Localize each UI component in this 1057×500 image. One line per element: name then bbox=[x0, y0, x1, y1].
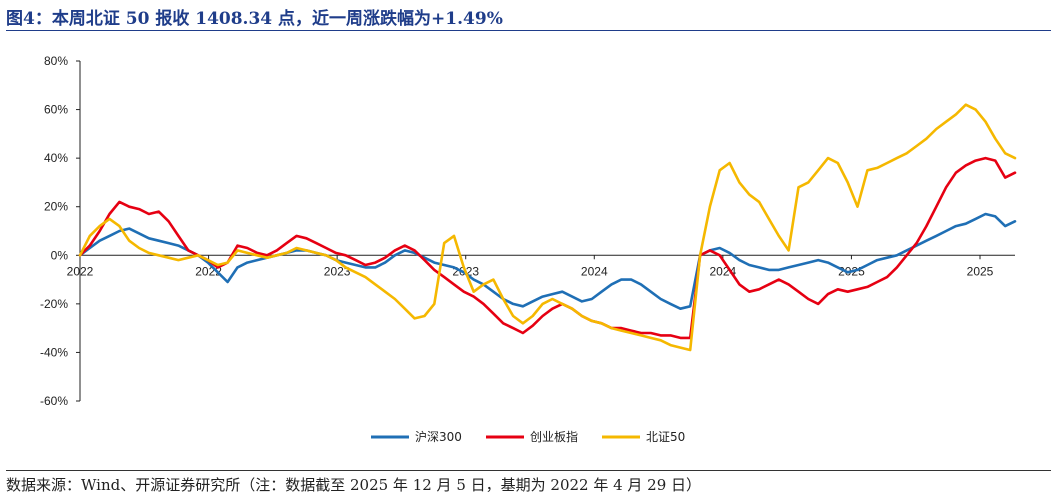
y-tick-label: -20% bbox=[40, 297, 68, 311]
legend-label: 北证50 bbox=[646, 430, 685, 444]
x-tick-label: 2022 bbox=[67, 264, 94, 278]
x-tick-label: 2024 bbox=[581, 264, 608, 278]
y-tick-label: 40% bbox=[44, 151, 68, 165]
series-lines bbox=[78, 103, 1017, 352]
line-chart: -60% -40% -20% 0% 20% 40% 60% 80% 2022 2022 2023 2… bbox=[40, 54, 1017, 444]
series-line-1 bbox=[78, 212, 1017, 311]
x-tick-label: 2023 bbox=[324, 264, 351, 278]
source-rule bbox=[6, 470, 1051, 471]
y-tick-label: 80% bbox=[44, 54, 68, 68]
axes bbox=[79, 61, 1015, 401]
title-rule bbox=[6, 30, 1051, 31]
x-tick-label: 2022 bbox=[195, 264, 222, 278]
legend-label: 沪深300 bbox=[415, 430, 462, 444]
legend: 沪深300 创业板指 北证50 bbox=[371, 429, 685, 444]
x-tick-label: 2024 bbox=[710, 264, 737, 278]
x-tick-label: 2025 bbox=[967, 264, 994, 278]
legend-label: 创业板指 bbox=[530, 429, 578, 444]
x-axis-ticks: 2022 2022 2023 2023 2024 2024 2025 2025 bbox=[67, 255, 994, 278]
y-axis-ticks: -60% -40% -20% 0% 20% 40% 60% 80% bbox=[40, 54, 80, 408]
y-tick-label: 60% bbox=[44, 103, 68, 117]
y-tick-label: 20% bbox=[44, 200, 68, 214]
y-tick-label: -60% bbox=[40, 394, 68, 408]
series-line-2 bbox=[78, 156, 1017, 340]
source-note: 数据来源：Wind、开源证券研究所（注：数据截至 2025 年 12 月 5 日… bbox=[6, 476, 702, 494]
chart-title: 图4：本周北证 50 报收 1408.34 点，近一周涨跌幅为+1.49% bbox=[6, 9, 503, 29]
y-tick-label: -40% bbox=[40, 345, 68, 359]
y-tick-label: 0% bbox=[51, 248, 69, 262]
series-line-3 bbox=[78, 103, 1017, 352]
